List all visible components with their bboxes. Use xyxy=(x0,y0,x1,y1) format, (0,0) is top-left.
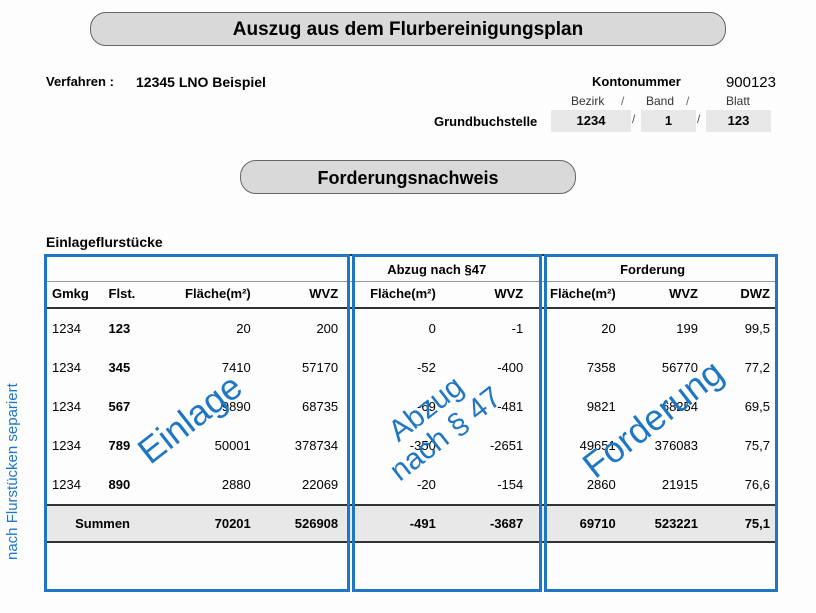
cell-a-fl: -350 xyxy=(344,426,442,465)
page-title: Auszug aus dem Flurbereinigungsplan xyxy=(90,12,726,46)
col-wvz-abzug: WVZ xyxy=(442,282,529,309)
table-row: 1234123202000-12019999,5 xyxy=(46,308,776,348)
table-row: 123478950001378734-350-26514965137608375… xyxy=(46,426,776,465)
slash-divider: / xyxy=(621,94,624,108)
col-gmkg: Gmkg xyxy=(46,282,103,309)
blatt-label: Blatt xyxy=(726,94,750,108)
cell-f-fl: 20 xyxy=(529,308,622,348)
data-table: Abzug nach §47 Forderung Gmkg Flst. Fläc… xyxy=(46,254,776,543)
cell-a-wvz: -154 xyxy=(442,465,529,505)
cell-e-fl: 2880 xyxy=(159,465,257,505)
cell-dwz: 75,7 xyxy=(704,426,776,465)
col-wvz-ford: WVZ xyxy=(622,282,704,309)
band-label: Band xyxy=(646,94,674,108)
sum-dwz: 75,1 xyxy=(704,505,776,542)
kontonummer-label: Kontonummer xyxy=(592,74,681,89)
col-dwz: DWZ xyxy=(704,282,776,309)
cell-e-wvz: 68735 xyxy=(257,387,344,426)
cell-a-wvz: -481 xyxy=(442,387,529,426)
table-row: 1234890288022069-20-15428602191576,6 xyxy=(46,465,776,505)
cell-a-fl: -20 xyxy=(344,465,442,505)
table-row: 1234567989068735-69-48198216825469,5 xyxy=(46,387,776,426)
cell-gmkg: 1234 xyxy=(46,387,103,426)
col-flaeche-abzug: Fläche(m²) xyxy=(344,282,442,309)
cell-e-fl: 50001 xyxy=(159,426,257,465)
cell-dwz: 77,2 xyxy=(704,348,776,387)
cell-f-wvz: 68254 xyxy=(622,387,704,426)
cell-f-fl: 9821 xyxy=(529,387,622,426)
cell-e-wvz: 200 xyxy=(257,308,344,348)
group-header-forderung: Forderung xyxy=(529,255,776,282)
sum-a-wvz: -3687 xyxy=(442,505,529,542)
section-title: Forderungsnachweis xyxy=(240,160,576,194)
grundbuchstelle-label: Grundbuchstelle xyxy=(434,114,537,129)
band-value: 1 xyxy=(641,110,696,132)
sum-f-fl: 69710 xyxy=(529,505,622,542)
cell-f-fl: 7358 xyxy=(529,348,622,387)
slash-divider: / xyxy=(697,112,700,126)
table-row: 1234345741057170-52-40073585677077,2 xyxy=(46,348,776,387)
cell-f-fl: 49651 xyxy=(529,426,622,465)
bezirk-label: Bezirk xyxy=(571,94,604,108)
blatt-value: 123 xyxy=(706,110,771,132)
cell-gmkg: 1234 xyxy=(46,465,103,505)
slash-divider: / xyxy=(686,94,689,108)
col-flst: Flst. xyxy=(103,282,160,309)
cell-f-wvz: 199 xyxy=(622,308,704,348)
cell-flst: 789 xyxy=(103,426,160,465)
sum-e-wvz: 526908 xyxy=(257,505,344,542)
cell-e-wvz: 57170 xyxy=(257,348,344,387)
kontonummer-value: 900123 xyxy=(718,74,776,91)
cell-a-wvz: -2651 xyxy=(442,426,529,465)
cell-gmkg: 1234 xyxy=(46,308,103,348)
cell-a-fl: -69 xyxy=(344,387,442,426)
cell-a-wvz: -400 xyxy=(442,348,529,387)
sum-a-fl: -491 xyxy=(344,505,442,542)
cell-e-wvz: 22069 xyxy=(257,465,344,505)
cell-gmkg: 1234 xyxy=(46,348,103,387)
cell-dwz: 69,5 xyxy=(704,387,776,426)
totals-row: Summen 70201 526908 -491 -3687 69710 523… xyxy=(46,505,776,542)
cell-f-wvz: 376083 xyxy=(622,426,704,465)
cell-e-fl: 20 xyxy=(159,308,257,348)
sum-f-wvz: 523221 xyxy=(622,505,704,542)
cell-e-wvz: 378734 xyxy=(257,426,344,465)
group-header-abzug: Abzug nach §47 xyxy=(344,255,529,282)
col-wvz: WVZ xyxy=(257,282,344,309)
cell-a-fl: 0 xyxy=(344,308,442,348)
cell-flst: 345 xyxy=(103,348,160,387)
cell-flst: 567 xyxy=(103,387,160,426)
col-flaeche: Fläche(m²) xyxy=(159,282,257,309)
slash-divider: / xyxy=(632,112,635,126)
cell-gmkg: 1234 xyxy=(46,426,103,465)
col-flaeche-ford: Fläche(m²) xyxy=(529,282,622,309)
verfahren-value: 12345 LNO Beispiel xyxy=(136,74,266,90)
cell-f-wvz: 21915 xyxy=(622,465,704,505)
cell-e-fl: 9890 xyxy=(159,387,257,426)
sum-e-fl: 70201 xyxy=(159,505,257,542)
cell-dwz: 76,6 xyxy=(704,465,776,505)
verfahren-label: Verfahren : xyxy=(46,74,114,89)
cell-flst: 890 xyxy=(103,465,160,505)
bezirk-value: 1234 xyxy=(551,110,631,132)
cell-dwz: 99,5 xyxy=(704,308,776,348)
cell-f-wvz: 56770 xyxy=(622,348,704,387)
summen-label: Summen xyxy=(46,505,159,542)
cell-f-fl: 2860 xyxy=(529,465,622,505)
cell-e-fl: 7410 xyxy=(159,348,257,387)
side-label: nach Flurstücken separiert xyxy=(4,383,21,560)
cell-a-wvz: -1 xyxy=(442,308,529,348)
cell-flst: 123 xyxy=(103,308,160,348)
cell-a-fl: -52 xyxy=(344,348,442,387)
einlageflurstuecke-label: Einlageflurstücke xyxy=(46,234,163,250)
